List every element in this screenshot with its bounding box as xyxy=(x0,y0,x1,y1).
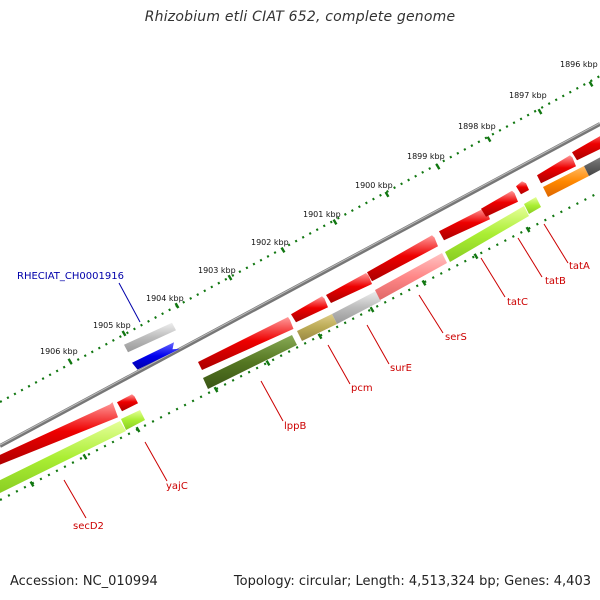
backbone-highlight xyxy=(0,122,600,446)
guide-tick xyxy=(29,480,35,488)
leader-sers xyxy=(418,294,444,334)
cds-arrow[interactable] xyxy=(198,317,294,370)
cds-arrow[interactable] xyxy=(572,130,600,161)
label-sure[interactable]: surE xyxy=(390,363,412,374)
label-yajc[interactable]: yajC xyxy=(166,481,188,492)
ruler-labels: 1896 kbp 1897 kbp 1898 kbp 1899 kbp 1900… xyxy=(40,60,598,356)
ruler-tick xyxy=(280,246,286,254)
guide-tick xyxy=(421,279,427,286)
ruler-label: 1896 kbp xyxy=(560,60,598,69)
cds-arrow[interactable] xyxy=(117,394,138,412)
cds-arrow[interactable] xyxy=(516,181,529,195)
guide-tick xyxy=(82,453,88,460)
ruler-tick xyxy=(486,136,492,143)
leader-tatb xyxy=(517,237,543,278)
guide-tick xyxy=(525,226,531,233)
ruler-tick xyxy=(435,163,441,170)
gene-bar-sure[interactable] xyxy=(332,291,381,324)
leader-tatc xyxy=(480,257,506,298)
label-tatc[interactable]: tatC xyxy=(507,297,528,308)
label-tata[interactable]: tatA xyxy=(569,261,590,272)
guide-tick xyxy=(213,386,219,393)
gene-bar-lppb[interactable] xyxy=(203,335,297,389)
gene-bar-yajc[interactable] xyxy=(121,410,145,430)
ruler-tick xyxy=(67,358,73,365)
ruler-label: 1898 kbp xyxy=(458,122,496,131)
leader-lppb xyxy=(260,380,284,422)
ruler-label: 1905 kbp xyxy=(93,321,131,330)
accession-text: Accession: NC_010994 xyxy=(10,574,158,589)
gene-bar-secd2[interactable] xyxy=(0,421,126,495)
gene-bar-sers[interactable] xyxy=(375,253,447,300)
ruler-tick xyxy=(332,218,338,226)
gene-labels: RHECIAT_CH0001916 tatA tatB tatC serS su… xyxy=(17,261,590,532)
ruler: 1896 kbp 1897 kbp 1898 kbp 1899 kbp 1900… xyxy=(0,60,600,403)
leader-sure xyxy=(366,324,390,365)
leader-pcm xyxy=(327,344,351,385)
guide-tick xyxy=(265,359,271,367)
cds-arrow[interactable] xyxy=(291,296,328,323)
label-tatb[interactable]: tatB xyxy=(545,276,566,287)
label-leaders xyxy=(63,223,569,519)
ruler-label: 1903 kbp xyxy=(198,266,236,275)
cds-arrow[interactable] xyxy=(481,190,518,217)
ruler-tick xyxy=(537,108,543,115)
lower-guide-ticks xyxy=(29,226,531,488)
leader-tata xyxy=(543,223,569,264)
ruler-label: 1902 kbp xyxy=(251,238,289,247)
gene-bar-tatb[interactable] xyxy=(524,197,541,214)
label-pcm[interactable]: pcm xyxy=(351,383,373,394)
ruler-label: 1899 kbp xyxy=(407,152,445,161)
cds-arrow[interactable] xyxy=(537,155,576,184)
ruler-tick xyxy=(121,330,127,337)
cds-arrow[interactable] xyxy=(326,273,372,303)
label-sers[interactable]: serS xyxy=(445,332,467,343)
leader-yajc xyxy=(144,441,168,482)
ruler-label: 1906 kbp xyxy=(40,347,78,356)
leader-rheciat xyxy=(118,282,141,323)
ruler-label: 1897 kbp xyxy=(509,91,547,100)
gene-bar-slate[interactable] xyxy=(584,152,600,176)
guide-tick xyxy=(473,253,479,260)
ruler-tick xyxy=(384,191,390,198)
map-title: Rhizobium etli CIAT 652, complete genome xyxy=(144,9,456,25)
leader-secd2 xyxy=(63,479,87,519)
ruler-major-ticks xyxy=(67,80,594,365)
cds-forward-track xyxy=(0,130,600,467)
ruler-tick xyxy=(227,274,233,281)
guide-tick xyxy=(369,306,375,313)
lower-guide xyxy=(0,191,600,501)
gene-reverse-track xyxy=(0,152,600,495)
cds-arrow[interactable] xyxy=(367,235,438,282)
ruler-line xyxy=(0,75,600,403)
topology-summary: Topology: circular; Length: 4,513,324 bp… xyxy=(233,574,591,589)
ruler-label: 1904 kbp xyxy=(146,294,184,303)
gene-bar-tatc[interactable] xyxy=(445,206,529,262)
guide-tick xyxy=(317,333,323,340)
cds-arrow[interactable] xyxy=(439,208,490,241)
ruler-tick xyxy=(174,302,180,309)
cds-arrow[interactable] xyxy=(0,402,118,467)
feature-rheciat-blue[interactable] xyxy=(132,342,180,370)
gene-bar-pcm[interactable] xyxy=(297,314,337,341)
label-secd2[interactable]: secD2 xyxy=(73,521,104,532)
guide-tick xyxy=(135,426,141,433)
label-lppb[interactable]: lppB xyxy=(284,421,306,432)
gene-bar-tata[interactable] xyxy=(543,166,589,197)
feature-rheciat-grey[interactable] xyxy=(124,322,176,353)
ruler-label: 1901 kbp xyxy=(303,210,341,219)
ruler-label: 1900 kbp xyxy=(355,181,393,190)
ruler-tick xyxy=(588,80,594,88)
label-rheciat[interactable]: RHECIAT_CH0001916 xyxy=(17,271,124,282)
backbone xyxy=(0,122,600,448)
backbone-line xyxy=(0,122,600,448)
